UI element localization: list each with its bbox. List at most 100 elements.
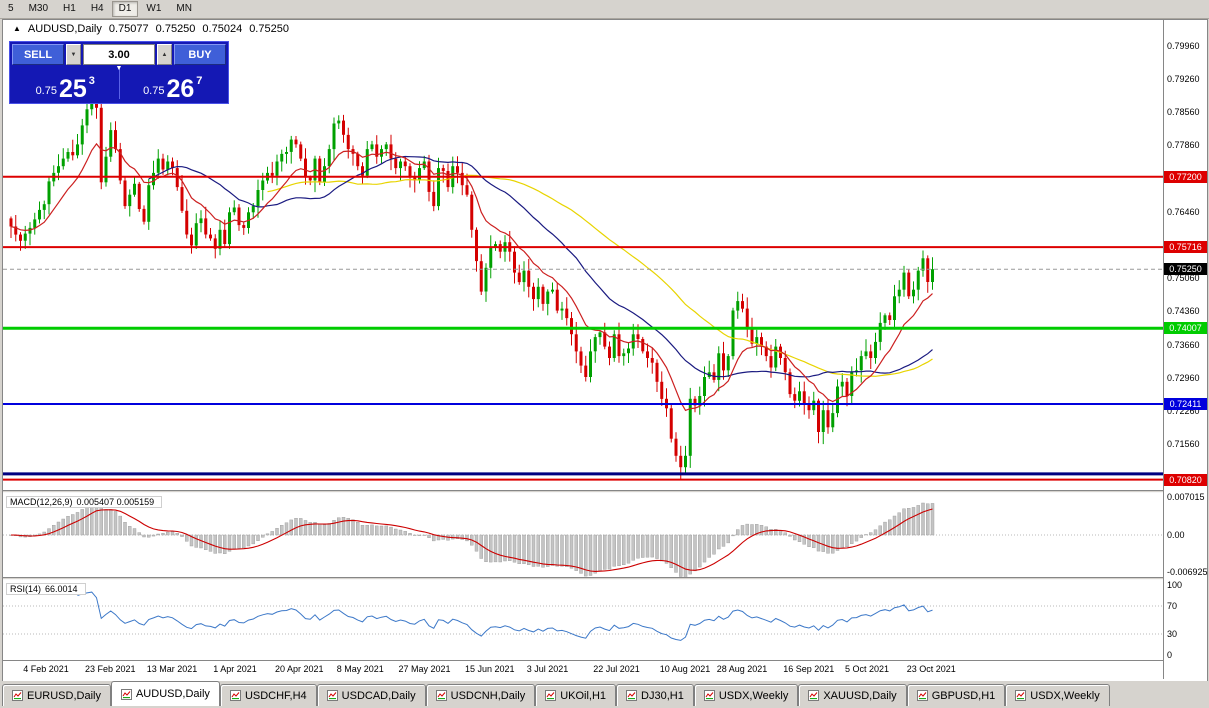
- timeframe-button-5[interactable]: 5: [1, 1, 21, 17]
- rsi-line: [77, 591, 933, 641]
- date-label: 4 Feb 2021: [23, 664, 69, 674]
- axis-tick: 0.74360: [1167, 306, 1200, 317]
- axis-tick: 0.75060: [1167, 273, 1200, 284]
- lot-decrease-button[interactable]: ▼: [66, 44, 81, 65]
- axis-tick: 30: [1167, 629, 1178, 639]
- bid-ask-row: ▼ 0.75 25 3 0.75 26 7: [12, 65, 226, 101]
- macd-values: 0.005407 0.005159: [76, 497, 155, 507]
- date-label: 22 Jul 2021: [593, 664, 640, 674]
- chart-tab-label: UKOil,H1: [560, 689, 607, 702]
- chart-tab-eurusd-daily[interactable]: EURUSD,Daily: [2, 684, 111, 706]
- chart-tab-icon: [120, 688, 132, 700]
- axis-tick: 0.71560: [1167, 439, 1200, 450]
- axis-tick: 0.72260: [1167, 406, 1200, 417]
- chart-tab-icon: [626, 690, 638, 701]
- chart-tab-xauusd-daily[interactable]: XAUUSD,Daily: [798, 684, 907, 706]
- bid-point: 3: [88, 75, 95, 87]
- date-label: 10 Aug 2021: [659, 664, 711, 674]
- chart-ohlc-info: ▲ AUDUSD,Daily 0.75077 0.75250 0.75024 0…: [13, 23, 289, 35]
- ask-point: 7: [196, 75, 203, 87]
- macd-indicator-panel[interactable]: [3, 493, 1163, 577]
- date-label: 15 Jun 2021: [465, 664, 515, 674]
- chart-tab-label: XAUUSD,Daily: [823, 689, 897, 702]
- candles-layer: [9, 86, 934, 480]
- timeframe-button-h4[interactable]: H4: [84, 1, 111, 17]
- chart-tab-label: USDCNH,Daily: [450, 689, 526, 702]
- macd-panel-splitter[interactable]: [3, 490, 1207, 493]
- chevron-down-icon: ▼: [70, 51, 77, 58]
- rsi-label: RSI(14) 66.0014: [6, 583, 86, 595]
- lot-size-input[interactable]: [83, 44, 155, 65]
- chart-tab-ukoil-h1[interactable]: UKOil,H1: [535, 684, 617, 706]
- horizontal-level-lines: [3, 175, 1163, 481]
- date-label: 5 Oct 2021: [845, 664, 890, 674]
- rsi-panel-splitter[interactable]: [3, 577, 1207, 580]
- price-badge: 0.74007: [1164, 322, 1207, 335]
- chart-tab-label: USDCHF,H4: [244, 689, 307, 702]
- timeframe-button-mn[interactable]: MN: [169, 1, 199, 17]
- chart-tab-audusd-daily[interactable]: AUDUSD,Daily: [110, 681, 220, 706]
- chart-tab-icon: [12, 690, 23, 701]
- bid-price: 0.75 25 3: [12, 74, 119, 103]
- date-label: 8 May 2021: [336, 664, 384, 674]
- axis-tick: 70: [1167, 601, 1178, 611]
- rsi-indicator-panel[interactable]: [3, 580, 1163, 660]
- chart-tab-label: GBPUSD,H1: [931, 689, 996, 702]
- sell-button[interactable]: SELL: [12, 44, 64, 65]
- price-badge: 0.70820: [1164, 473, 1207, 486]
- chart-tab-icon: [545, 690, 557, 701]
- date-label: 23 Oct 2021: [906, 664, 956, 674]
- chart-tab-dj30-h1[interactable]: DJ30,H1: [616, 684, 694, 706]
- axis-tick: 0.73660: [1167, 339, 1200, 350]
- date-label: 1 Apr 2021: [213, 664, 257, 674]
- price-badge: 0.75716: [1164, 241, 1207, 254]
- macd-label: MACD(12,26,9) 0.005407 0.005159: [6, 496, 163, 508]
- chart-tab-label: USDX,Weekly: [1030, 689, 1100, 702]
- rsi-name: RSI(14): [10, 584, 42, 594]
- chart-tab-usdcnh-daily[interactable]: USDCNH,Daily: [425, 684, 536, 706]
- rsi-value: 66.0014: [45, 584, 78, 594]
- chart-tab-gbpusd-h1[interactable]: GBPUSD,H1: [906, 684, 1006, 706]
- axis-tick: 0: [1167, 650, 1173, 660]
- date-label: 23 Feb 2021: [85, 664, 136, 674]
- buy-button[interactable]: BUY: [174, 44, 226, 65]
- price-badge: 0.77200: [1164, 170, 1207, 183]
- chart-tab-label: EURUSD,Daily: [27, 689, 101, 702]
- chart-tab-label: DJ30,H1: [641, 689, 684, 702]
- chart-tab-usdx-weekly[interactable]: USDX,Weekly: [693, 684, 799, 706]
- time-axis[interactable]: 4 Feb 2021 23 Feb 2021 13 Mar 2021 1 Apr 20…: [3, 660, 1163, 680]
- ask-price: 0.75 26 7: [120, 75, 227, 102]
- date-label: 20 Apr 2021: [275, 664, 324, 674]
- sma-30-line: [148, 155, 933, 378]
- lot-increase-button[interactable]: ▲: [157, 44, 172, 65]
- axis-tick: 0.007015: [1167, 492, 1205, 503]
- chevron-up-icon: ▲: [161, 51, 168, 58]
- chart-tab-icon: [808, 690, 820, 701]
- timeframe-button-d1[interactable]: D1: [111, 1, 139, 17]
- price-axis[interactable]: 0.799600.792600.785600.778600.771600.764…: [1163, 20, 1207, 679]
- chart-tab-label: USDCAD,Daily: [341, 689, 416, 702]
- timeframe-button-h1[interactable]: H1: [56, 1, 83, 17]
- date-label: 28 Aug 2021: [716, 664, 768, 674]
- macd-name: MACD(12,26,9): [10, 497, 73, 507]
- macd-signal-line: [10, 508, 933, 572]
- price-badge: 0.75250: [1164, 263, 1207, 276]
- timeframe-button-w1[interactable]: W1: [139, 1, 168, 17]
- bid-pips: 25: [58, 74, 87, 103]
- timeframe-toolbar: 5 M30 H1 H4 D1 W1 MN: [0, 0, 1209, 19]
- timeframe-button-m30[interactable]: M30: [22, 1, 55, 17]
- axis-tick: 0.78560: [1167, 107, 1200, 118]
- chart-tab-icon: [1015, 690, 1027, 701]
- chart-tab-usdchf-h4[interactable]: USDCHF,H4: [219, 684, 317, 706]
- axis-tick: 0.00: [1167, 530, 1185, 540]
- chart-tab-icon: [229, 690, 241, 701]
- date-label: 16 Sep 2021: [783, 664, 835, 674]
- chart-marker-icon: ▲: [13, 24, 21, 33]
- chart-tab-usdcad-daily[interactable]: USDCAD,Daily: [316, 684, 426, 706]
- chart-window-audusd: ▲ AUDUSD,Daily 0.75077 0.75250 0.75024 0…: [2, 19, 1208, 682]
- chart-tab-icon: [326, 690, 338, 701]
- chart-tab-icon: [703, 690, 715, 701]
- chart-tab-label: AUDUSD,Daily: [135, 688, 210, 700]
- chart-tab-usdx-weekly[interactable]: USDX,Weekly: [1005, 684, 1110, 706]
